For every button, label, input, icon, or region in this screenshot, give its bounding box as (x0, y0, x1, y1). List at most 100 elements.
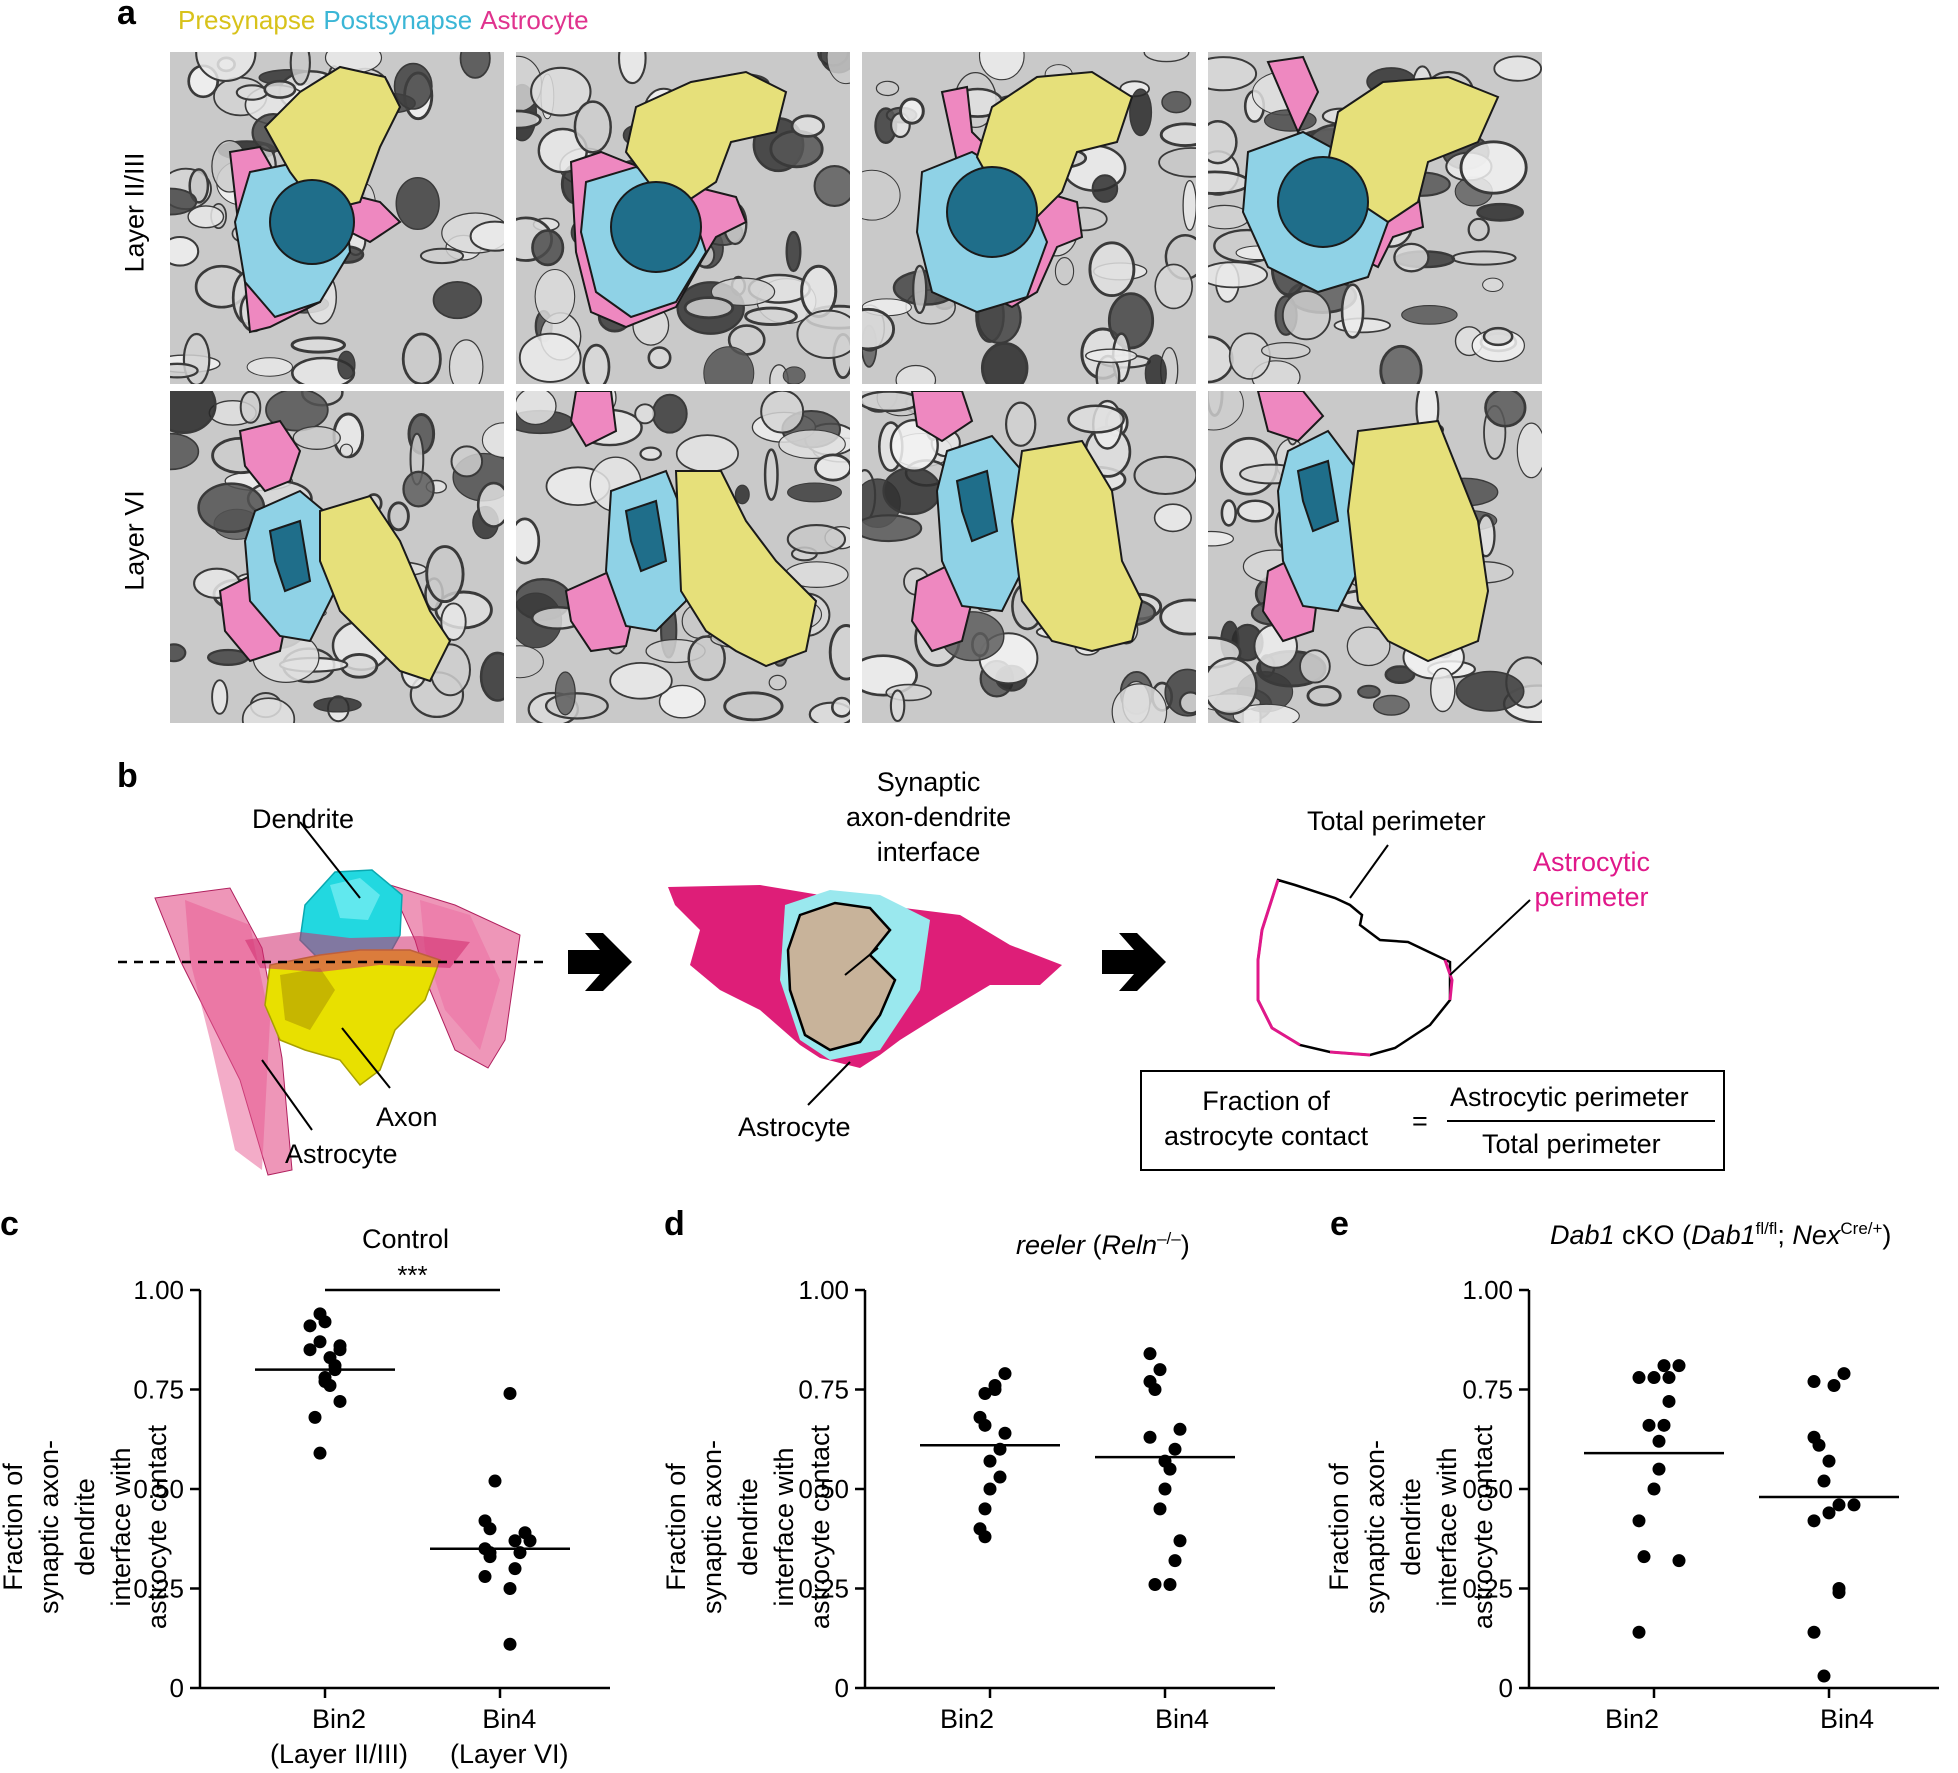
chart-e-ylabel: Fraction of synaptic axon-dendrite inter… (1324, 1424, 1498, 1630)
chart-c-ytick-label: 0.50 (133, 1474, 184, 1504)
chart-c-data-point (503, 1637, 517, 1651)
chart-c-data-point (483, 1522, 497, 1536)
cross-section (668, 885, 1062, 1106)
chart-e-data-point (1647, 1371, 1661, 1385)
leader-axon (341, 1027, 391, 1089)
arrow-right-2 (1102, 933, 1166, 991)
chart-e-ytick-label: 0.25 (1462, 1574, 1513, 1604)
fraction-bar (1447, 1120, 1715, 1122)
chart-e-data-point (1647, 1482, 1661, 1496)
nucleus-overlay (268, 519, 312, 593)
chart-e-data-point (1672, 1359, 1686, 1373)
row-label-layer-2-3: Layer II/III (119, 152, 150, 273)
astro-perimeter-left (1256, 879, 1301, 1047)
chart-d: 0 0.25 0.50 0.75 1.00 (798, 1275, 1275, 1703)
leader-interface (844, 947, 879, 976)
nucleus-overlay (624, 499, 668, 573)
chart-e-data-point (1632, 1371, 1646, 1385)
leader-astro-perimeter (1449, 899, 1531, 976)
chart-d-data-point (978, 1386, 992, 1400)
chart-d-ytick-label: 0 (835, 1673, 849, 1703)
chart-d-data-point (1143, 1347, 1157, 1361)
chart-e-ytick-label: 0.50 (1462, 1474, 1513, 1504)
chart-c-data-point (313, 1446, 327, 1460)
chart-e-data-point (1632, 1625, 1646, 1639)
chart-e-data-point (1832, 1585, 1846, 1599)
panel-b-letter: b (117, 757, 138, 795)
label-axon: Axon (376, 1102, 438, 1132)
chart-c-data-point (523, 1534, 537, 1548)
presynapse-overlay (319, 494, 452, 683)
chart-c-data-point (333, 1343, 347, 1357)
astrocyte-sheets-right-2 (420, 900, 500, 1050)
chart-e-ytick-label: 0.75 (1462, 1375, 1513, 1405)
chart-e-data-point (1807, 1514, 1821, 1528)
chart-c-ytick-label: 1.00 (133, 1275, 184, 1305)
formula-numerator: Astrocytic perimeter (1450, 1082, 1689, 1112)
panel-d-letter: d (664, 1205, 685, 1243)
chart-e-xtick-1: Bin4 (1820, 1704, 1875, 1734)
chart-c-data-point (488, 1474, 502, 1488)
chart-d-ytick-label: 0.75 (798, 1375, 849, 1405)
chart-e-data-point (1652, 1434, 1666, 1448)
chart-c-ytick-label: 0.75 (133, 1375, 184, 1405)
chart-d-xtick-1: Bin4 (1155, 1704, 1210, 1734)
chart-e-data-point (1657, 1359, 1671, 1373)
chart-e-data-point (1672, 1554, 1686, 1568)
chart-d-data-point (983, 1454, 997, 1468)
chart-d-data-point (1163, 1462, 1177, 1476)
astro-perimeter-bottom (1329, 1050, 1371, 1057)
chart-c-data-point (503, 1386, 517, 1400)
chart-c-ytick-label: 0 (170, 1673, 184, 1703)
chart-d-data-point (998, 1367, 1012, 1381)
chart-c-data-point (308, 1410, 322, 1424)
chart-d-ytick-label: 1.00 (798, 1275, 849, 1305)
panel-c-letter: c (0, 1205, 19, 1243)
chart-c-data-point (303, 1319, 317, 1333)
chart-d-data-point (1173, 1422, 1187, 1436)
chart-e-data-point (1832, 1498, 1846, 1512)
chart-c-title: Control (362, 1224, 450, 1254)
chart-c-ytick-label: 0.25 (133, 1574, 184, 1604)
presynapse-overlay (674, 470, 818, 668)
chart-c-xtick-1: Bin4 (Layer VI) (450, 1704, 569, 1769)
presynapse-overlay (1346, 419, 1490, 663)
em-tile (516, 391, 850, 723)
chart-c-data-point (303, 1343, 317, 1357)
presynapse-overlay (1010, 439, 1144, 653)
chart-e-data-point (1817, 1669, 1831, 1683)
presynapse-overlay (624, 70, 788, 204)
chart-d-data-point (1153, 1502, 1167, 1516)
chart-e-data-point (1807, 1375, 1821, 1389)
chart-c-data-point (333, 1394, 347, 1408)
chart-c-data-point (503, 1582, 517, 1595)
nucleus-overlay (1296, 459, 1340, 533)
astrocyte-sheets-left-2 (185, 900, 270, 1170)
panel-a-legend: Presynapse Postsynapse Astrocyte (178, 5, 589, 39)
chart-d-data-point (998, 1426, 1012, 1440)
label-astrocyte-mid: Astrocyte (738, 1112, 851, 1142)
row-label-layer-6: Layer VI (119, 490, 150, 591)
chart-e-data-point (1662, 1371, 1676, 1385)
legend-astrocyte: Astrocyte (480, 5, 589, 35)
chart-e-data-point (1817, 1474, 1831, 1488)
panel-e-letter: e (1330, 1205, 1349, 1243)
formula-equals: = (1412, 1106, 1428, 1136)
chart-e-data-point (1812, 1438, 1826, 1452)
chart-d-ylabel: Fraction of synaptic axon-dendrite inter… (661, 1424, 835, 1630)
em-tile (862, 52, 1196, 384)
chart-c-ylabel: Fraction of synaptic axon-dendrite inter… (0, 1424, 172, 1630)
chart-e-xtick-0: Bin2 (1605, 1704, 1660, 1734)
chart-e-title: Dab1 cKO (Dab1fl/fl; NexCre/+) (1550, 1219, 1892, 1250)
dendrite-highlight (330, 878, 380, 920)
chart-d-ytick-label: 0.50 (798, 1474, 849, 1504)
legend-postsynapse: Postsynapse (323, 5, 473, 35)
formula-denominator: Total perimeter (1482, 1129, 1661, 1159)
formula-box: Fraction of astrocyte contact = Astrocyt… (1140, 1070, 1725, 1171)
leader-astrocyte-mid (807, 1061, 851, 1106)
leader-astrocyte-left (261, 1059, 313, 1131)
chart-d-title: reeler (Reln–/–) (1016, 1229, 1190, 1260)
chart-e-data-point (1652, 1462, 1666, 1476)
chart-c-data-point (483, 1550, 497, 1564)
label-dendrite: Dendrite (252, 804, 355, 834)
